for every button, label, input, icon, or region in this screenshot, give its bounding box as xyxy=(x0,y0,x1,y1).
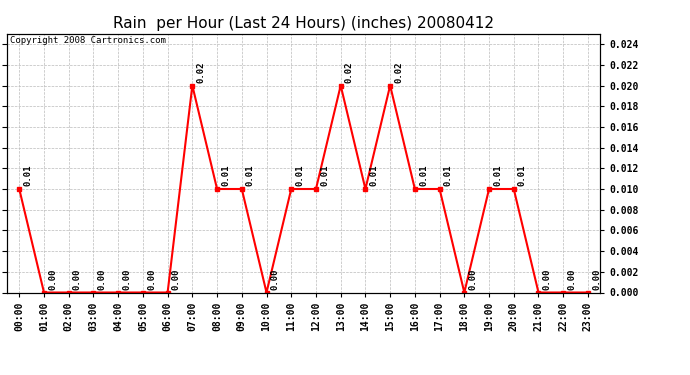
Text: 0.00: 0.00 xyxy=(270,268,279,290)
Title: Rain  per Hour (Last 24 Hours) (inches) 20080412: Rain per Hour (Last 24 Hours) (inches) 2… xyxy=(113,16,494,31)
Text: 0.01: 0.01 xyxy=(221,165,230,186)
Text: 0.01: 0.01 xyxy=(419,165,428,186)
Text: 0.01: 0.01 xyxy=(23,165,32,186)
Text: 0.00: 0.00 xyxy=(73,268,82,290)
Text: 0.00: 0.00 xyxy=(469,268,477,290)
Text: 0.02: 0.02 xyxy=(394,61,403,83)
Text: 0.00: 0.00 xyxy=(147,268,156,290)
Text: 0.01: 0.01 xyxy=(493,165,502,186)
Text: Copyright 2008 Cartronics.com: Copyright 2008 Cartronics.com xyxy=(10,36,166,45)
Text: 0.01: 0.01 xyxy=(518,165,527,186)
Text: 0.01: 0.01 xyxy=(444,165,453,186)
Text: 0.00: 0.00 xyxy=(542,268,551,290)
Text: 0.02: 0.02 xyxy=(345,61,354,83)
Text: 0.02: 0.02 xyxy=(197,61,206,83)
Text: 0.01: 0.01 xyxy=(246,165,255,186)
Text: 0.01: 0.01 xyxy=(320,165,329,186)
Text: 0.00: 0.00 xyxy=(592,268,601,290)
Text: 0.01: 0.01 xyxy=(295,165,304,186)
Text: 0.00: 0.00 xyxy=(172,268,181,290)
Text: 0.00: 0.00 xyxy=(97,268,106,290)
Text: 0.01: 0.01 xyxy=(370,165,379,186)
Text: 0.00: 0.00 xyxy=(122,268,131,290)
Text: 0.00: 0.00 xyxy=(567,268,576,290)
Text: 0.00: 0.00 xyxy=(48,268,57,290)
